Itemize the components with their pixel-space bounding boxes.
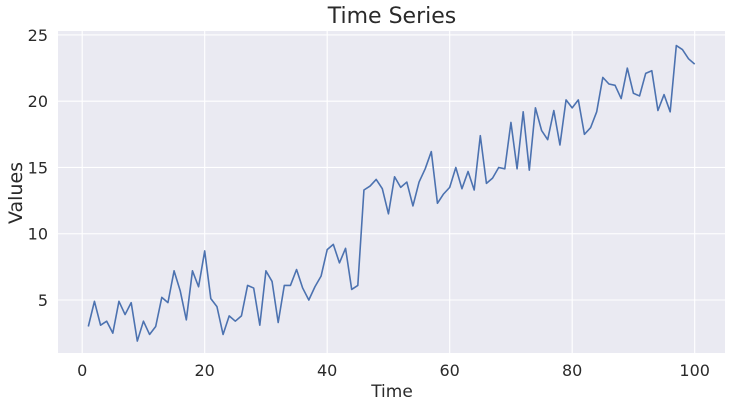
y-tick-label: 10 <box>28 225 48 244</box>
x-tick-label: 40 <box>317 361 337 380</box>
y-tick-label: 15 <box>28 158 48 177</box>
x-grid-lines <box>81 31 696 353</box>
y-tick-label: 5 <box>38 291 48 310</box>
series-group <box>87 44 696 342</box>
series-line <box>87 44 696 342</box>
x-tick-label: 100 <box>679 361 710 380</box>
chart-title: Time Series <box>327 4 457 29</box>
x-axis-label: Time <box>370 382 413 402</box>
x-tick-label: 20 <box>195 361 215 380</box>
x-tick-labels: 0 20 40 60 80 100 <box>77 361 710 380</box>
y-tick-labels: 5 10 15 20 25 <box>28 26 48 310</box>
x-tick-label: 60 <box>440 361 460 380</box>
x-tick-label: 0 <box>77 361 87 380</box>
y-grid-lines <box>58 34 725 301</box>
y-axis-label: Values <box>5 162 27 224</box>
x-tick-label: 80 <box>562 361 582 380</box>
y-tick-label: 20 <box>28 92 48 111</box>
y-tick-label: 25 <box>28 26 48 45</box>
